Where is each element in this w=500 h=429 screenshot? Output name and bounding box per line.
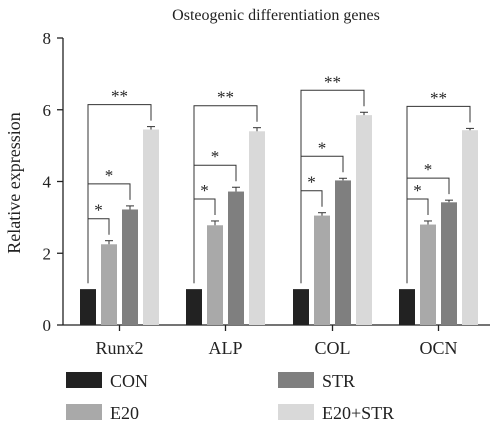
- significance-label: *: [307, 173, 316, 192]
- significance-label: *: [105, 166, 114, 185]
- significance-label: *: [318, 138, 327, 157]
- y-tick-label: 0: [43, 316, 52, 335]
- bar-ocn-str: [441, 202, 457, 325]
- legend-label: CON: [110, 371, 148, 391]
- bar-col-str: [335, 180, 351, 325]
- legend: CON E20 STR E20+STR: [66, 371, 394, 423]
- x-tick-label: ALP: [208, 338, 242, 358]
- significance-label: *: [94, 201, 103, 220]
- bar-alp-con: [186, 289, 202, 325]
- bar-runx2-con: [80, 289, 96, 325]
- legend-label: E20: [110, 403, 139, 423]
- significance-label: **: [217, 88, 234, 107]
- legend-label: E20+STR: [322, 403, 394, 423]
- legend-swatch: [278, 404, 314, 420]
- y-tick-label: 6: [43, 101, 52, 120]
- bar-alp-str: [228, 191, 244, 325]
- significance-bracket: [193, 105, 258, 284]
- bar-col-e20: [314, 215, 330, 325]
- x-tick-label: OCN: [419, 338, 457, 358]
- y-tick-label: 8: [43, 29, 52, 48]
- significance-bracket: [87, 104, 152, 284]
- bar-runx2-e20: [101, 244, 117, 325]
- bar-ocn-e20-str: [462, 130, 478, 325]
- bar-runx2-str: [122, 209, 138, 325]
- significance-bracket: [300, 89, 365, 284]
- legend-swatch: [66, 372, 102, 388]
- x-tick-label: Runx2: [95, 338, 143, 358]
- significance-label: **: [111, 87, 128, 106]
- bar-ocn-e20: [420, 224, 436, 325]
- significance-label: *: [424, 160, 433, 179]
- significance-label: *: [413, 181, 422, 200]
- significance-label: *: [200, 181, 209, 200]
- significance-label: *: [211, 147, 220, 166]
- legend-swatch: [278, 372, 314, 388]
- bar-runx2-e20-str: [143, 129, 159, 325]
- bar-ocn-con: [399, 289, 415, 325]
- bar-col-e20-str: [356, 115, 372, 325]
- legend-swatch: [66, 404, 102, 420]
- y-tick-label: 4: [43, 173, 52, 192]
- x-tick-label: COL: [315, 338, 351, 358]
- y-tick-label: 2: [43, 244, 52, 263]
- significance-bracket: [406, 105, 471, 284]
- significance-label: **: [430, 88, 447, 107]
- y-axis-label: Relative expression: [4, 112, 24, 253]
- bar-alp-e20-str: [249, 131, 265, 325]
- legend-label: STR: [322, 371, 355, 391]
- bar-alp-e20: [207, 225, 223, 325]
- bar-col-con: [293, 289, 309, 325]
- chart-title: Osteogenic differentiation genes: [172, 7, 380, 24]
- significance-label: **: [324, 72, 341, 91]
